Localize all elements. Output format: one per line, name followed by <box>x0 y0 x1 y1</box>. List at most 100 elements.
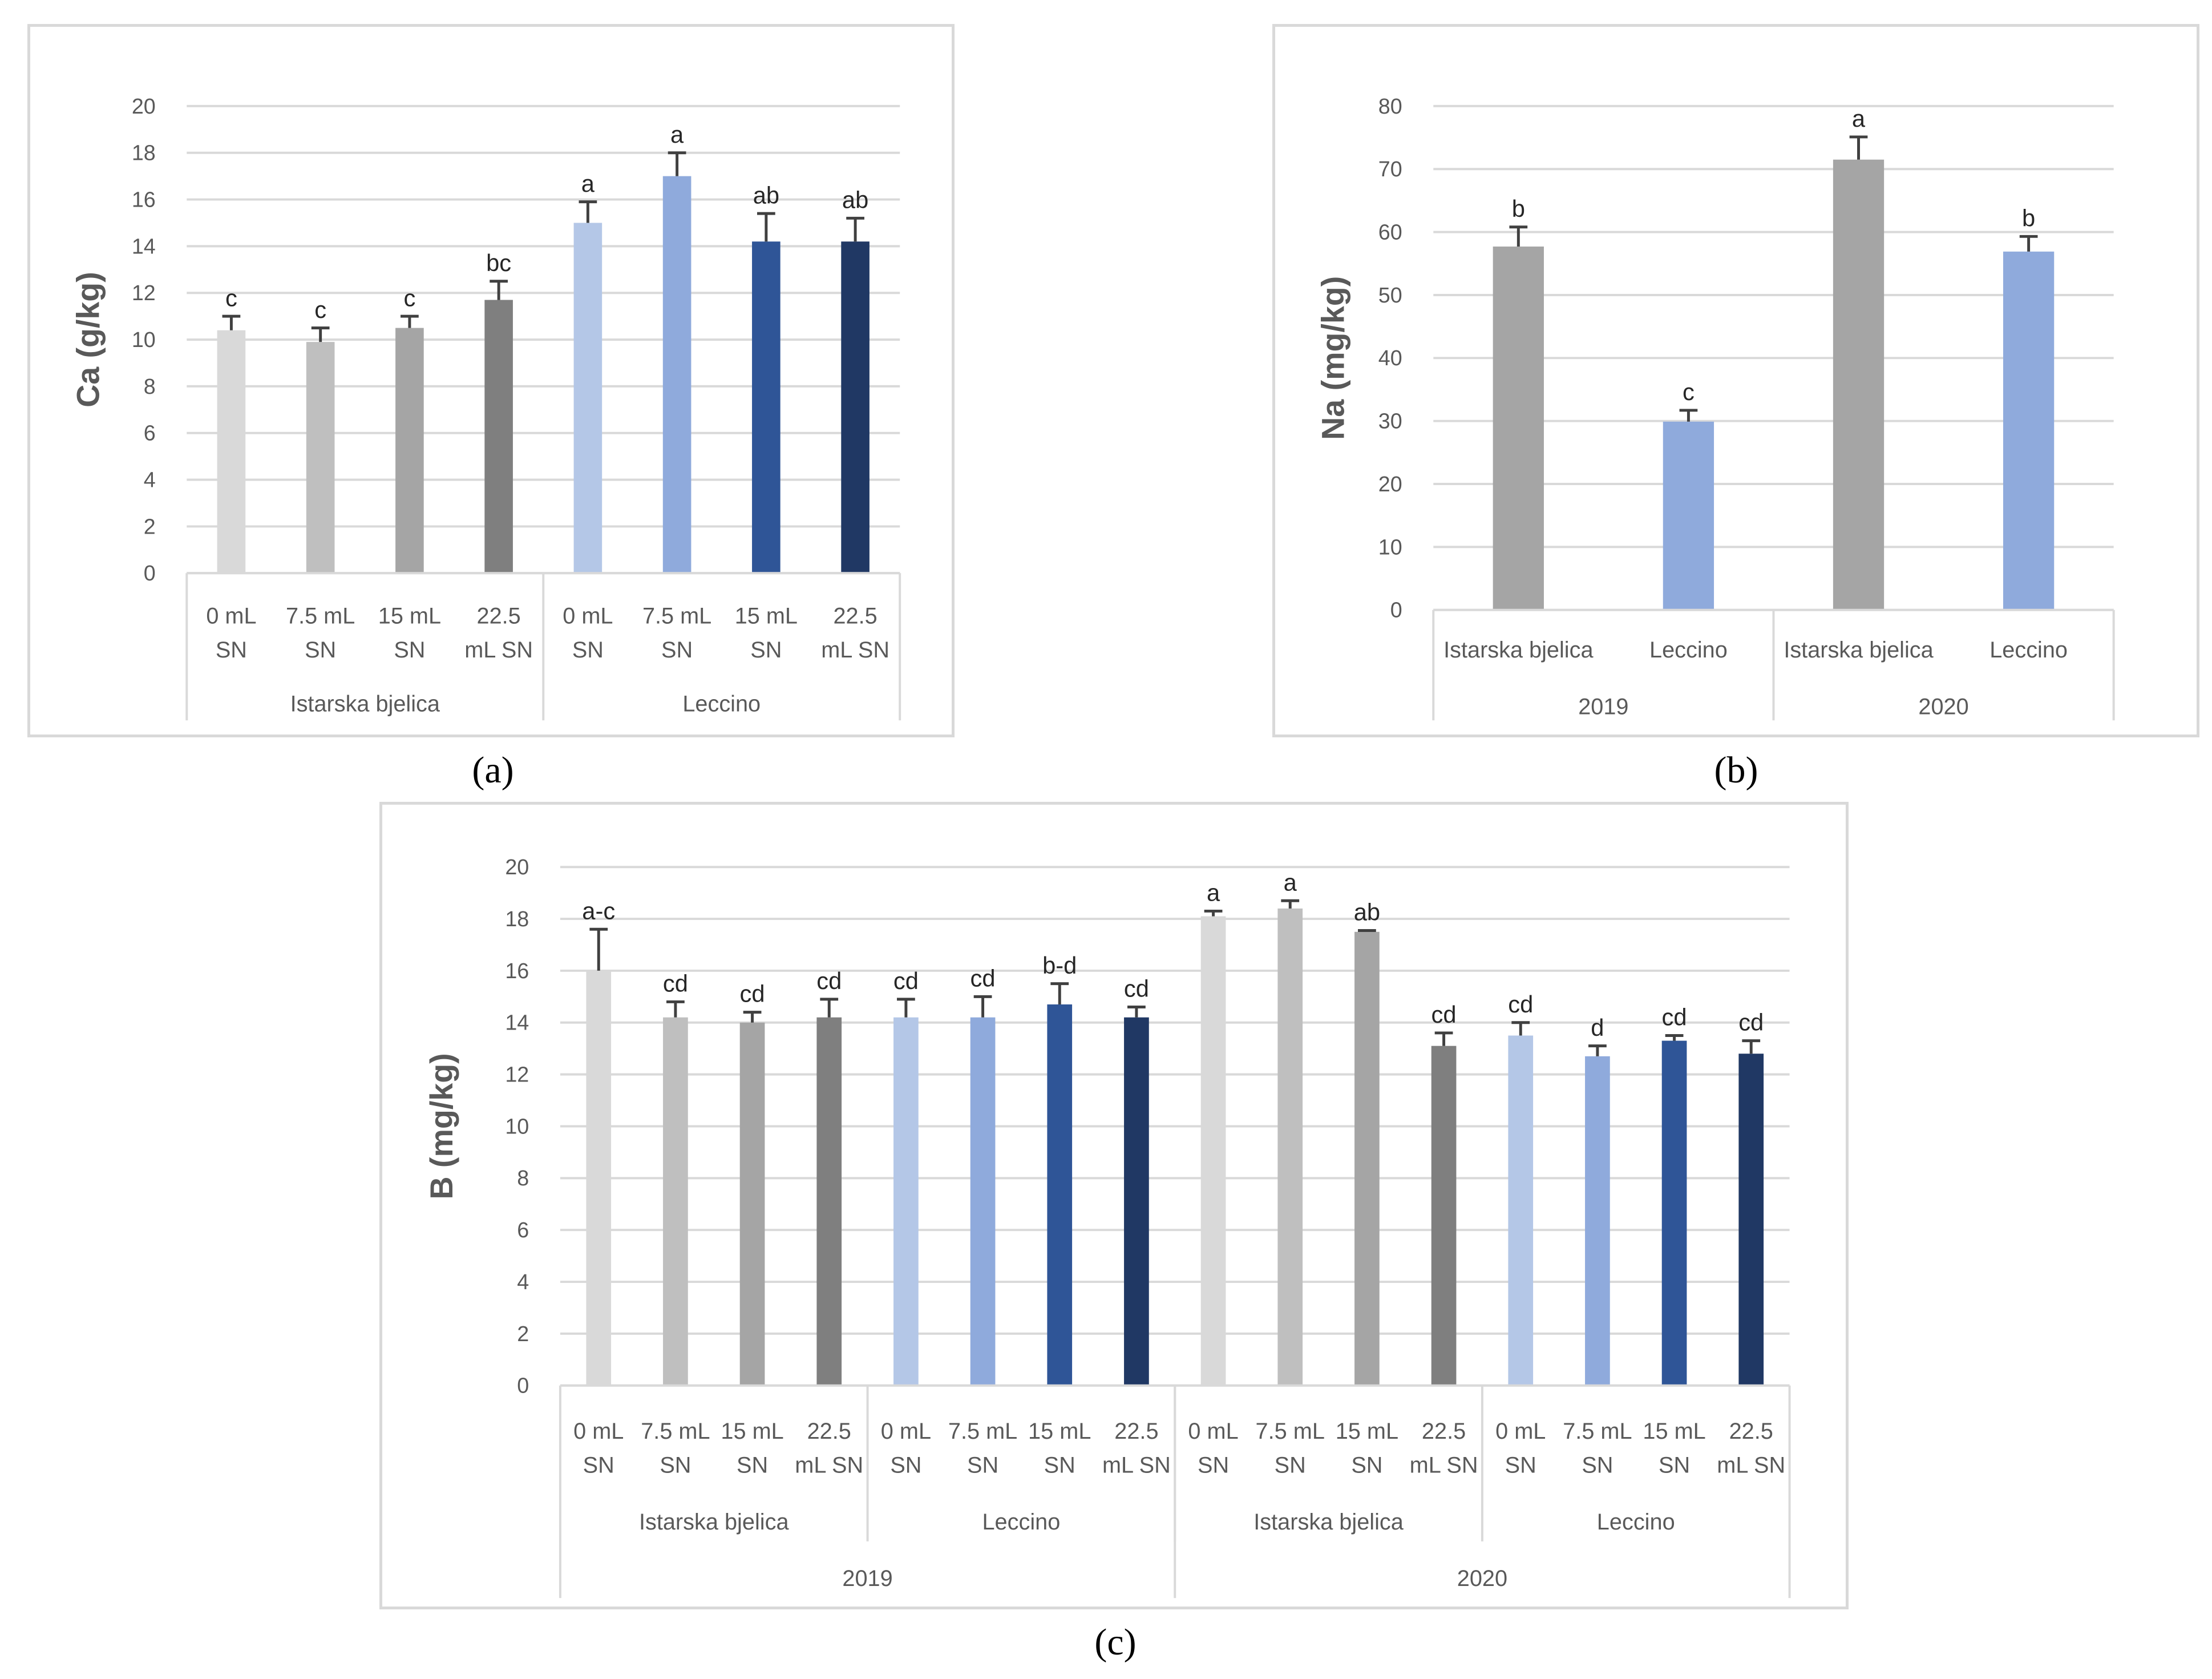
y-tick-label: 6 <box>517 1218 529 1242</box>
panel-label-a: (a) <box>472 749 514 791</box>
category-label: SN <box>890 1453 921 1478</box>
category-label: mL SN <box>1102 1453 1171 1478</box>
y-tick-label: 20 <box>505 855 529 879</box>
category-label: SN <box>1198 1453 1229 1478</box>
bar <box>1124 1017 1149 1386</box>
category-label: 0 mL <box>206 604 256 629</box>
category-label: SN <box>1505 1453 1536 1478</box>
category-label: SN <box>1275 1453 1306 1478</box>
y-tick-label: 0 <box>144 561 156 585</box>
category-label: mL SN <box>464 637 533 663</box>
y-tick-label: 8 <box>517 1166 529 1190</box>
category-label: 22.5 <box>1729 1419 1773 1444</box>
y-tick-label: 10 <box>132 328 156 352</box>
category-label: 22.5 <box>1422 1419 1466 1444</box>
bar <box>841 241 870 574</box>
chart-panel-a: 0 2 4 6 8 10 12 14 16 18 20 Ca (g/kg) c c c bc a a ab ab 0 m… <box>27 24 955 737</box>
y-tick-label: 16 <box>505 959 529 983</box>
category-label: 15 mL <box>1336 1419 1398 1444</box>
y-tick-label: 4 <box>144 467 156 491</box>
category-label: SN <box>737 1453 768 1478</box>
significance-letter: cd <box>663 970 688 997</box>
significance-letter: ab <box>842 186 868 213</box>
y-tick-label: 14 <box>505 1011 529 1035</box>
group-label: 2020 <box>1918 694 1968 719</box>
significance-letter: d <box>1591 1014 1604 1041</box>
year-label: 2019 <box>842 1566 892 1591</box>
bar <box>586 970 612 1386</box>
y-tick-label: 12 <box>132 281 156 305</box>
bar <box>573 223 602 574</box>
bar <box>663 1017 688 1386</box>
panel-label-c: (c) <box>1094 1621 1137 1663</box>
category-label: SN <box>572 637 604 663</box>
category-label: Leccino <box>1989 637 2068 663</box>
y-tick-label: 20 <box>132 94 156 118</box>
category-label: SN <box>1044 1453 1075 1478</box>
y-tick-label: 12 <box>505 1063 529 1087</box>
y-axis-title: Ca (g/kg) <box>71 272 106 407</box>
category-label: 0 mL <box>881 1419 931 1444</box>
significance-letter: a <box>1284 869 1297 895</box>
y-tick-label: 18 <box>132 141 156 165</box>
bar <box>1585 1056 1610 1386</box>
category-label: 22.5 <box>1114 1419 1158 1444</box>
category-label: Leccino <box>1649 637 1728 663</box>
significance-letter: a <box>1207 879 1220 906</box>
y-tick-label: 70 <box>1378 157 1402 181</box>
y-tick-label: 18 <box>505 907 529 931</box>
category-label: Istarska bjelica <box>1443 637 1594 663</box>
category-label: 0 mL <box>1495 1419 1546 1444</box>
category-label: SN <box>216 637 247 663</box>
bar <box>1354 931 1380 1386</box>
y-tick-label: 40 <box>1378 346 1402 370</box>
bar <box>752 241 781 574</box>
bar <box>1431 1046 1457 1386</box>
category-label: 7.5 mL <box>642 604 711 629</box>
category-label: 7.5 mL <box>286 604 355 629</box>
significance-letter: bc <box>486 249 511 276</box>
y-axis-title: B (mg/kg) <box>424 1053 459 1199</box>
chart-panel-b: 0 10 20 30 40 50 60 70 80 Na (mg/kg) b c a b Istarska … <box>1272 24 2199 737</box>
category-label: SN <box>1659 1453 1690 1478</box>
bar <box>1661 1040 1687 1386</box>
y-tick-label: 0 <box>517 1374 529 1398</box>
category-label: SN <box>661 637 693 663</box>
category-label: 15 mL <box>1643 1419 1705 1444</box>
group-label: Istarska bjelica <box>639 1510 790 1535</box>
category-label: SN <box>1582 1453 1613 1478</box>
bar <box>395 328 424 574</box>
chart-c-svg: 0 2 4 6 8 10 12 14 16 18 20 B (mg/kg) a-c cd cd cd cd cd b… <box>424 855 1791 1599</box>
y-tick-label: 60 <box>1378 220 1402 244</box>
significance-letter: cd <box>1662 1004 1687 1031</box>
significance-letter: a <box>1852 105 1866 132</box>
category-label: 15 mL <box>1028 1419 1091 1444</box>
bar <box>1493 246 1544 610</box>
y-tick-label: 4 <box>517 1270 529 1294</box>
category-label: 0 mL <box>573 1419 624 1444</box>
category-label: 7.5 mL <box>1256 1419 1325 1444</box>
category-label: 15 mL <box>721 1419 783 1444</box>
category-label: SN <box>1351 1453 1382 1478</box>
y-tick-label: 30 <box>1378 409 1402 433</box>
significance-letter: c <box>314 296 326 323</box>
bar <box>816 1017 842 1386</box>
y-tick-label: 20 <box>1378 472 1402 496</box>
y-axis-title: Na (mg/kg) <box>1316 276 1351 440</box>
category-label: 0 mL <box>563 604 613 629</box>
bar <box>1663 421 1714 610</box>
significance-letter: a <box>581 170 595 197</box>
y-tick-label: 10 <box>1378 535 1402 559</box>
group-label: 2019 <box>1578 694 1628 719</box>
significance-letter: cd <box>893 967 919 994</box>
significance-letter: cd <box>1124 975 1149 1002</box>
bar <box>2003 251 2055 610</box>
significance-letter: cd <box>740 980 765 1007</box>
group-label: Leccino <box>1597 1510 1675 1535</box>
bar <box>893 1017 919 1386</box>
significance-letter: cd <box>1738 1009 1764 1036</box>
y-tick-label: 16 <box>132 187 156 211</box>
significance-letter: cd <box>816 967 842 994</box>
bar <box>739 1022 765 1386</box>
category-label: SN <box>394 637 425 663</box>
